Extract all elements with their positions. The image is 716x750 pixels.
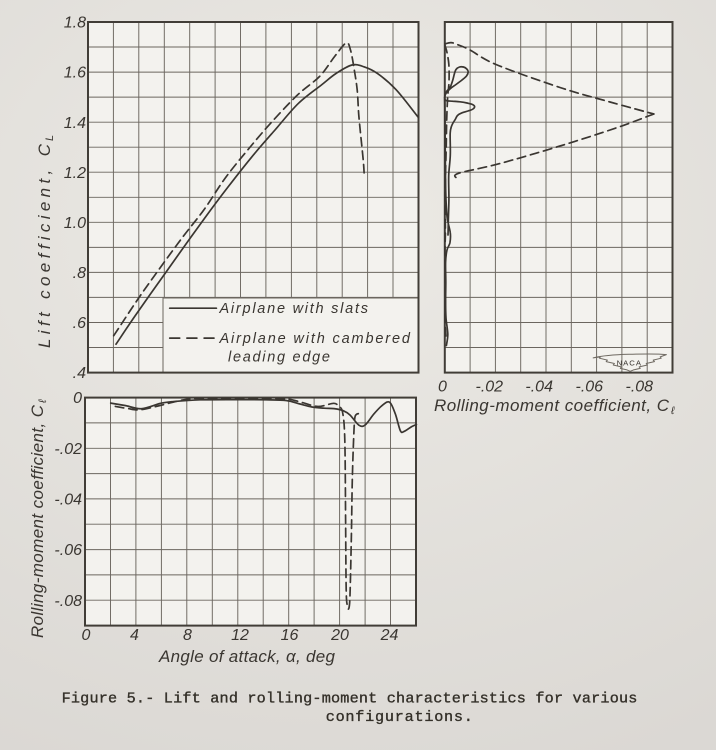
- svg-text:0: 0: [438, 379, 447, 396]
- svg-text:Rolling-moment coefficient, C: Rolling-moment coefficient, C: [434, 396, 670, 415]
- svg-text:20: 20: [330, 627, 349, 644]
- svg-text:1.0: 1.0: [64, 215, 86, 232]
- svg-text:12: 12: [231, 627, 249, 644]
- svg-text:NACA: NACA: [617, 359, 642, 368]
- svg-text:-.06: -.06: [576, 379, 604, 396]
- svg-text:16: 16: [281, 627, 299, 644]
- svg-text:1.4: 1.4: [64, 115, 86, 132]
- svg-text:Angle of attack, α, deg: Angle of attack, α, deg: [158, 647, 336, 666]
- svg-text:-.04: -.04: [525, 379, 553, 396]
- svg-text:-.02: -.02: [476, 379, 504, 396]
- svg-text:1.8: 1.8: [64, 15, 86, 32]
- svg-text:-.08: -.08: [54, 593, 82, 610]
- svg-text:L: L: [44, 135, 56, 141]
- svg-text:.4: .4: [73, 365, 86, 382]
- svg-text:0: 0: [82, 627, 91, 644]
- svg-text:Lift coefficient, C: Lift coefficient, C: [35, 143, 54, 348]
- svg-text:0: 0: [73, 390, 82, 407]
- svg-text:leading edge: leading edge: [228, 350, 330, 366]
- svg-text:configurations.: configurations.: [326, 708, 473, 726]
- svg-text:1.2: 1.2: [64, 165, 86, 182]
- svg-text:Airplane with cambered: Airplane with cambered: [219, 331, 411, 347]
- svg-text:-.04: -.04: [54, 492, 82, 509]
- svg-text:Rolling-moment coefficient, C: Rolling-moment coefficient, C: [28, 404, 47, 638]
- svg-text:1.6: 1.6: [64, 65, 86, 82]
- svg-text:4: 4: [130, 627, 139, 644]
- svg-text:.6: .6: [73, 315, 86, 332]
- svg-text:-.06: -.06: [54, 542, 82, 559]
- svg-text:ℓ: ℓ: [670, 405, 675, 417]
- svg-text:-.02: -.02: [54, 441, 82, 458]
- svg-text:ℓ: ℓ: [37, 399, 49, 404]
- svg-text:8: 8: [183, 627, 192, 644]
- svg-text:Figure 5.- Lift and rolling-mo: Figure 5.- Lift and rolling-moment chara…: [62, 690, 638, 708]
- svg-text:-.08: -.08: [626, 379, 654, 396]
- svg-text:24: 24: [380, 627, 399, 644]
- svg-text:.8: .8: [73, 265, 86, 282]
